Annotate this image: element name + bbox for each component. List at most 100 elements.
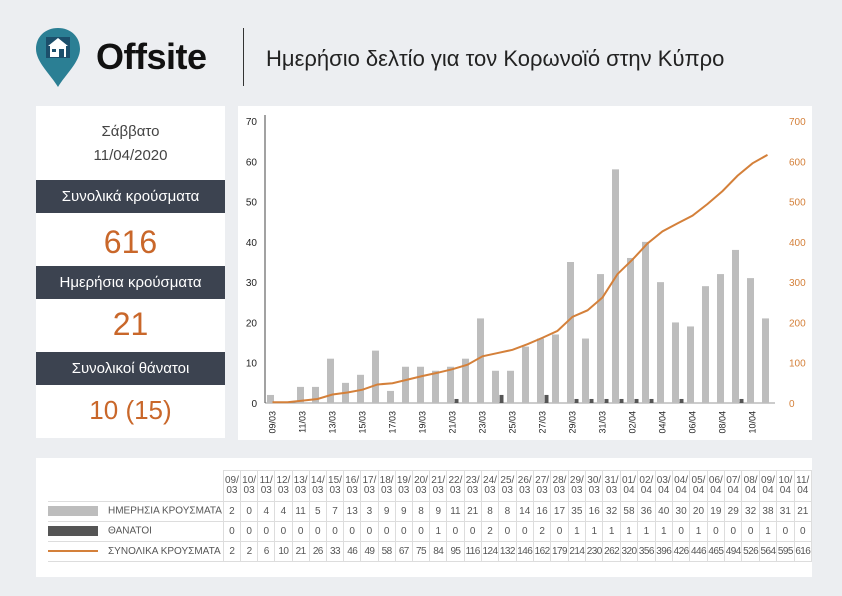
daily-cases-bar	[567, 262, 574, 403]
table-value-cell: 1	[602, 521, 621, 542]
table-date-header: 09/04	[758, 470, 778, 502]
table-value-cell: 0	[671, 521, 691, 542]
daily-cases-bar	[702, 286, 709, 403]
table-value-cell: 124	[480, 541, 500, 562]
daily-cases-bar	[402, 366, 409, 403]
table-value-cell: 1	[654, 521, 673, 542]
table-value-cell: 179	[550, 541, 569, 562]
table-date-header: 21/03	[429, 470, 448, 502]
table-date-header: 23/03	[463, 470, 482, 502]
x-tick-label: 15/03	[358, 411, 368, 434]
x-tick-label: 29/03	[568, 411, 578, 434]
x-tick-label: 27/03	[538, 411, 548, 434]
table-date-header: 24/03	[480, 470, 500, 502]
table-value-cell: 36	[637, 501, 656, 522]
daily-cases-bar	[387, 390, 394, 403]
table-value-cell: 2	[222, 541, 242, 562]
table-value-cell: 75	[411, 541, 431, 562]
table-value-cell: 1	[429, 521, 448, 542]
table-value-cell: 35	[567, 501, 587, 522]
table-value-cell: 0	[776, 521, 795, 542]
table-date-header: 05/04	[689, 470, 708, 502]
table-value-cell: 17	[550, 501, 569, 522]
table-value-cell: 21	[793, 501, 813, 522]
table-value-cell: 526	[741, 541, 760, 562]
daily-cases-bar	[447, 366, 454, 403]
daily-cases-bar	[657, 282, 664, 403]
table-date-header: 28/03	[550, 470, 569, 502]
total-cases-label: Συνολικά κρούσματα	[36, 180, 225, 213]
daily-cases-bar	[462, 358, 469, 403]
daily-cases-bar	[372, 350, 379, 403]
y2-tick-label: 400	[789, 238, 806, 249]
table-value-cell: 356	[637, 541, 656, 562]
table-value-cell: 3	[360, 501, 379, 522]
deaths-bar	[679, 398, 684, 403]
table-value-cell: 8	[411, 501, 431, 522]
daily-cases-bar	[687, 326, 694, 403]
table-value-cell: 84	[429, 541, 448, 562]
summary-date: 11/04/2020	[93, 147, 168, 164]
table-value-cell: 426	[671, 541, 691, 562]
table-value-cell: 132	[498, 541, 517, 562]
table-value-cell: 1	[585, 521, 604, 542]
table-date-header: 22/03	[446, 470, 465, 502]
deaths-bar	[619, 398, 624, 403]
daily-cases-value: 21	[112, 306, 149, 342]
y-tick-label: 0	[251, 399, 257, 410]
table-value-cell: 0	[515, 521, 534, 542]
table-value-cell: 95	[446, 541, 465, 562]
table-value-cell: 616	[793, 541, 813, 562]
legend-swatch-icon	[48, 549, 98, 552]
daily-cases-bar	[717, 274, 724, 403]
table-value-cell: 4	[274, 501, 293, 522]
deaths-bar	[574, 398, 579, 403]
y2-tick-label: 600	[789, 157, 806, 168]
y2-tick-label: 100	[789, 359, 806, 370]
y-tick-label: 60	[246, 157, 258, 168]
table-value-cell: 38	[758, 501, 778, 522]
daily-cases-label: Ημερήσια κρούσματα	[36, 266, 225, 299]
deaths-bar	[544, 394, 549, 403]
table-value-cell: 0	[360, 521, 379, 542]
daily-cases-bar	[477, 318, 484, 403]
daily-cases-bar	[762, 318, 769, 403]
table-date-header: 08/04	[741, 470, 760, 502]
daily-cases-bar	[297, 386, 304, 403]
table-row: ΘΑΝΑΤΟΙ 0 0 0 0 0 0 0 0 0 0 0 0 1 0 0 2 0 0 2 0 1 1 1 1 1 1 0 1 0 0 0 1 0…	[48, 521, 813, 542]
table-value-cell: 9	[429, 501, 448, 522]
x-tick-label: 23/03	[478, 411, 488, 434]
table-value-cell: 1	[567, 521, 587, 542]
series-name-cell: ΣΥΝΟΛΙΚΑ ΚΡΟΥΣΜΑΤΑ	[48, 541, 224, 562]
table-value-cell: 67	[394, 541, 413, 562]
table-value-cell: 564	[758, 541, 778, 562]
table-value-cell: 9	[377, 501, 396, 522]
table-date-header: 10/03	[240, 470, 259, 502]
table-date-header: 26/03	[515, 470, 534, 502]
daily-cases-bar	[582, 338, 589, 403]
table-value-cell: 0	[706, 521, 726, 542]
table-value-cell: 6	[257, 541, 276, 562]
table-value-cell: 31	[776, 501, 795, 522]
series-name: ΗΜΕΡΗΣΙΑ ΚΡΟΥΣΜΑΤΑ	[108, 505, 222, 517]
y2-tick-label: 300	[789, 278, 806, 289]
daily-cases-bar	[642, 241, 649, 403]
table-value-cell: 0	[222, 521, 242, 542]
table-value-cell: 0	[240, 521, 259, 542]
table-date-header: 12/03	[274, 470, 293, 502]
table-date-header: 10/04	[776, 470, 795, 502]
x-tick-label: 21/03	[448, 411, 458, 434]
y-tick-label: 30	[246, 278, 258, 289]
table-value-cell: 262	[602, 541, 621, 562]
table-value-cell: 11	[291, 501, 310, 522]
total-cases-value: 616	[103, 224, 158, 260]
table-value-cell: 0	[291, 521, 310, 542]
table-value-cell: 8	[480, 501, 500, 522]
table-date-header: 04/04	[671, 470, 691, 502]
table-value-cell: 1	[758, 521, 778, 542]
table-value-cell: 0	[550, 521, 569, 542]
daily-cases-bar	[597, 274, 604, 403]
daily-cases-bar	[267, 394, 274, 403]
x-tick-label: 17/03	[388, 411, 398, 434]
table-date-header: 14/03	[308, 470, 327, 502]
